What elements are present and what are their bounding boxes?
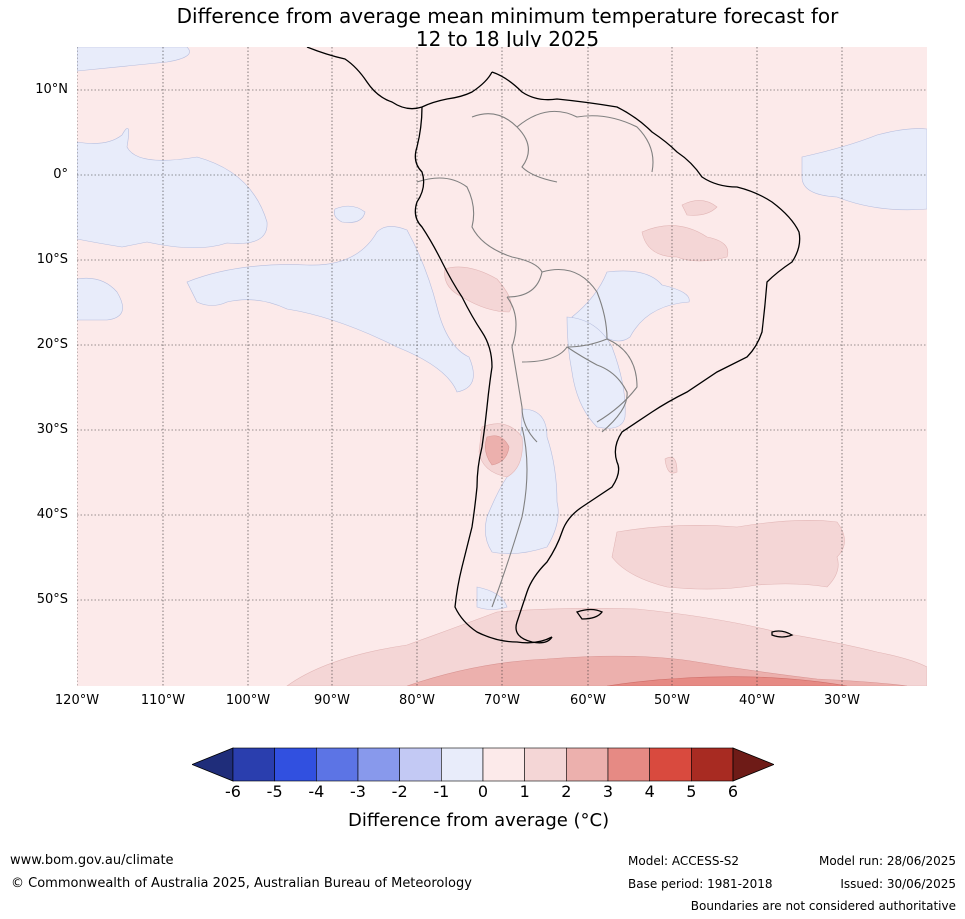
- lon-label-60w: 60°W: [570, 693, 606, 708]
- lon-label-90w: 90°W: [314, 693, 350, 708]
- colorbar-tick-label: 2: [561, 782, 572, 801]
- warm-region-southern-ocean: [286, 608, 927, 686]
- title-line-1: Difference from average mean minimum tem…: [176, 4, 839, 28]
- lon-label-120w: 120°W: [54, 693, 100, 708]
- colorbar-tick-label: 3: [602, 782, 614, 801]
- colorbar-tick-label: 6: [727, 782, 739, 801]
- coast-falklands: [575, 608, 603, 620]
- colorbar-segment: [482, 747, 525, 782]
- cool-region-equatorial-pacific: [77, 127, 268, 249]
- colorbar-segment: [607, 747, 650, 782]
- coast-caribbean-sa: [491, 71, 801, 644]
- colorbar-segment: [441, 747, 484, 782]
- colorbar-segment: [524, 747, 567, 782]
- colorbar-tick-label: 0: [477, 782, 489, 801]
- lon-label-50w: 50°W: [654, 693, 690, 708]
- cool-region-south-pacific-west: [77, 278, 123, 321]
- lon-label-80w: 80°W: [399, 693, 435, 708]
- warm-region-coast-brazil: [664, 456, 678, 474]
- warm-region-southern-ocean-c: [606, 676, 848, 686]
- colorbar-segment: [274, 747, 317, 782]
- lat-label-10s: 10°S: [36, 252, 68, 267]
- cool-region-isla: [334, 205, 366, 223]
- warm-region-peru: [444, 266, 512, 313]
- colorbar-extend-high: [732, 747, 774, 782]
- colorbar-segment: [566, 747, 609, 782]
- lat-label-0: 0°: [53, 167, 68, 182]
- colorbar-segment: [691, 747, 734, 782]
- warm-region-amazon-b: [681, 200, 718, 216]
- cool-region-patagonia-east: [476, 586, 508, 610]
- colorbar-tick-label: -5: [266, 782, 283, 801]
- issued-text: Issued: 30/06/2025: [840, 877, 956, 891]
- cool-region-east-pacific-tongue: [186, 226, 474, 393]
- lon-label-30w: 30°W: [824, 693, 860, 708]
- colorbar-tick-label: 5: [686, 782, 697, 801]
- boundaries-note: Boundaries are not considered authoritat…: [690, 899, 956, 913]
- cool-region-brazil-interior: [571, 270, 690, 342]
- coast-south-georgia: [771, 630, 794, 638]
- lon-label-40w: 40°W: [739, 693, 775, 708]
- colorbar-segment: [232, 747, 275, 782]
- colorbar-tick-label: -2: [391, 782, 408, 801]
- warm-anomaly-3-4: [606, 676, 848, 686]
- model-text: Model: ACCESS-S2: [628, 854, 740, 868]
- warm-region-south-atlantic: [611, 520, 845, 590]
- lat-label-10n: 10°N: [35, 82, 68, 97]
- colorbar-segment: [399, 747, 442, 782]
- model-run-text: Model run: 28/06/2025: [818, 854, 956, 868]
- lon-label-70w: 70°W: [484, 693, 520, 708]
- lon-label-110w: 110°W: [140, 693, 186, 708]
- forecast-map: [77, 47, 927, 686]
- lat-label-40s: 40°S: [36, 507, 68, 522]
- map-canvas: [77, 47, 927, 686]
- colorbar-tick-label: 4: [644, 782, 655, 801]
- colorbar-segment: [357, 747, 400, 782]
- colorbar-tick-label: -1: [433, 782, 450, 801]
- graticule: [77, 47, 927, 686]
- cool-region-atlantic-east: [801, 128, 927, 211]
- colorbar: [192, 747, 774, 782]
- coastline: [306, 47, 801, 644]
- lon-label-100w: 100°W: [225, 693, 271, 708]
- colorbar-segment: [316, 747, 359, 782]
- colorbar-label: Difference from average (°C): [348, 810, 610, 831]
- colorbar-segment: [649, 747, 692, 782]
- title-line-2: 12 to 18 July 2025: [415, 27, 600, 51]
- copyright-text: © Commonwealth of Australia 2025, Austra…: [11, 876, 472, 891]
- cool-anomaly-regions: [77, 47, 927, 610]
- colorbar-extend-low: [192, 747, 234, 782]
- colorbar-tick-label: -6: [225, 782, 241, 801]
- cool-region-north-pacific: [77, 47, 190, 72]
- lat-label-30s: 30°S: [36, 422, 68, 437]
- colorbar-tick-label: 1: [519, 782, 530, 801]
- chart-title: Difference from average mean minimum tem…: [0, 5, 965, 51]
- base-period-text: Base period: 1981-2018: [628, 877, 773, 891]
- lat-label-20s: 20°S: [36, 337, 68, 352]
- coast-pacific-sa: [414, 106, 553, 644]
- colorbar-segments: [192, 747, 774, 782]
- warm-region-andes-core: [485, 435, 510, 466]
- colorbar-tick-label: -3: [350, 782, 366, 801]
- colorbar-tick-label: -4: [308, 782, 325, 801]
- warm-region-amazon-a: [641, 225, 729, 262]
- coast-central-america: [306, 47, 493, 110]
- country-boundaries: [416, 110, 654, 608]
- website-text: www.bom.gov.au/climate: [10, 853, 174, 868]
- lat-label-50s: 50°S: [36, 592, 68, 607]
